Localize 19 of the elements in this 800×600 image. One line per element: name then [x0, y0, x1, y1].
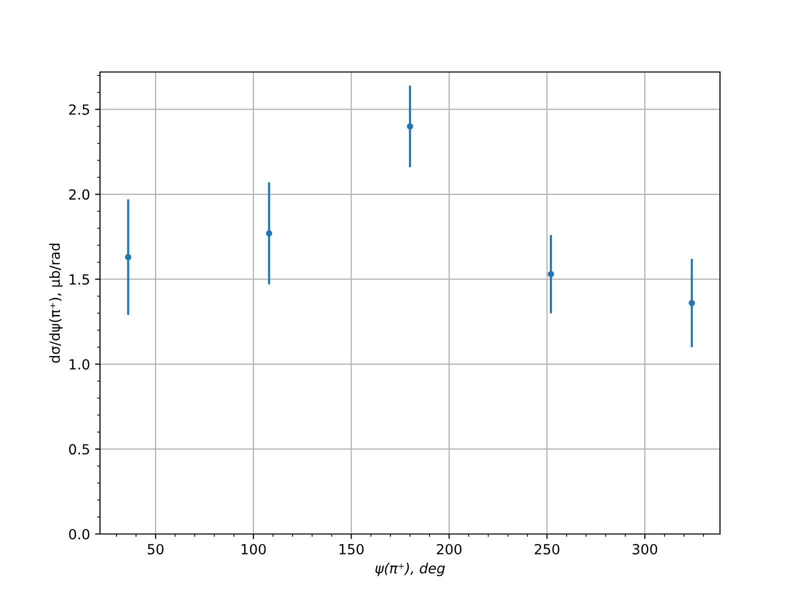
x-tick-label: 200 — [436, 544, 462, 554]
y-axis-title: dσ/dψ(π⁺), μb/rad — [49, 244, 63, 363]
point — [125, 254, 132, 260]
x-tick-label: 250 — [534, 544, 560, 554]
point — [688, 300, 695, 306]
point — [406, 123, 414, 130]
y-tick-label: 1.0 — [70, 359, 90, 370]
x-tick-label: 50 — [148, 544, 164, 554]
point — [266, 230, 272, 236]
y-tick-label: 2.0 — [69, 189, 90, 200]
y-tick-label: 2.5 — [69, 104, 90, 115]
x-tick-label: 300 — [632, 544, 658, 554]
x-tick-label: 100 — [242, 544, 266, 554]
y-tick-label: 1.5 — [70, 274, 90, 285]
x-tick-label: 150 — [340, 544, 364, 554]
y-tick-label: 0.5 — [69, 444, 90, 455]
y-tick-label: 0.0 — [69, 528, 90, 540]
x-axis-title: ψ(π⁺), deg — [375, 562, 445, 576]
point — [548, 271, 554, 278]
